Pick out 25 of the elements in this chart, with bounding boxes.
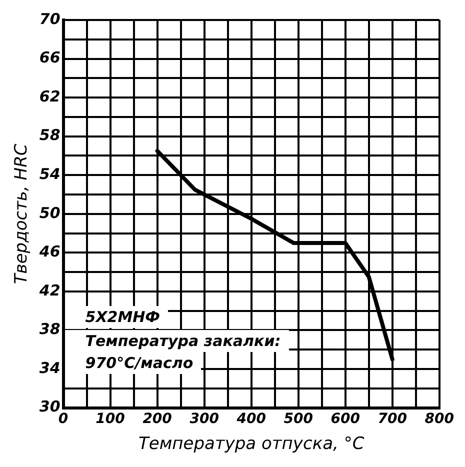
x-tick-label: 200 (142, 410, 172, 427)
x-tick-label: 700 (378, 410, 408, 427)
y-tick-label: 62 (39, 87, 60, 106)
y-tick-label: 54 (39, 165, 60, 184)
y-axis-title: Твердость, HRC (12, 144, 32, 284)
x-tick-label: 400 (236, 410, 266, 427)
annotation: 5Х2МНФ (65, 306, 168, 328)
y-tick-label: 66 (39, 48, 60, 67)
y-tick-label: 42 (38, 281, 60, 300)
y-tick-label: 34 (39, 358, 60, 377)
x-tick-label: 500 (284, 410, 314, 427)
y-tick-label: 46 (38, 242, 60, 261)
x-tick-label: 800 (424, 410, 454, 427)
x-tick-label: 300 (190, 410, 220, 427)
y-tick-label: 70 (39, 10, 60, 28)
y-tick-label: 38 (39, 320, 60, 338)
x-axis-title: Температура отпуска, °C (138, 434, 364, 454)
y-tick-label: 50 (39, 204, 60, 222)
y-tick-label: 30 (39, 398, 60, 416)
y-tick-label: 58 (39, 126, 60, 144)
x-tick-label: 0 (58, 410, 68, 427)
x-tick-label: 600 (330, 410, 360, 427)
annotation: Температура закалки: (65, 330, 289, 352)
annotation: 970°C/масло (65, 352, 202, 374)
x-tick-label: 100 (96, 410, 126, 427)
